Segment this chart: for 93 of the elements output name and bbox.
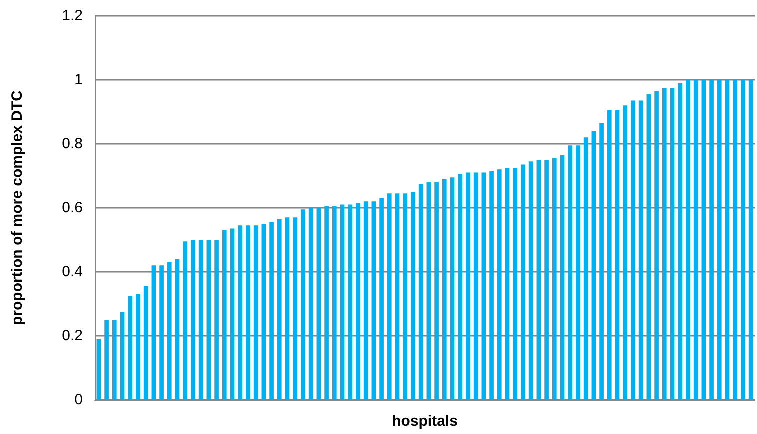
bar — [638, 100, 644, 400]
bar — [623, 106, 628, 400]
bar — [96, 339, 102, 400]
bar — [528, 162, 534, 400]
bar — [670, 88, 675, 400]
bar — [646, 94, 652, 400]
bar — [191, 240, 196, 400]
bar — [710, 80, 714, 400]
bar — [128, 296, 133, 400]
bar — [584, 138, 588, 400]
bar — [144, 286, 148, 400]
bar — [678, 83, 683, 400]
bar — [277, 219, 282, 400]
bar — [270, 222, 274, 400]
bar — [568, 146, 573, 400]
bar — [152, 266, 156, 400]
bar — [395, 194, 400, 400]
bar — [183, 242, 188, 400]
bar — [592, 131, 596, 400]
bar — [607, 110, 612, 400]
bar — [136, 294, 140, 400]
y-tick-label: 0.4 — [62, 264, 83, 280]
bar — [694, 80, 698, 400]
bar — [230, 228, 235, 400]
bar — [615, 110, 620, 400]
bar — [198, 240, 204, 400]
bar — [474, 172, 478, 400]
bar — [308, 208, 314, 400]
bar — [576, 146, 580, 400]
bar — [654, 91, 659, 400]
bar — [521, 164, 526, 400]
y-axis-title: proportion of more complex DTC — [9, 90, 26, 326]
bar — [513, 168, 518, 400]
bar — [686, 80, 690, 400]
bar — [662, 88, 667, 400]
bar — [332, 206, 337, 400]
y-tick-label: 0.6 — [62, 200, 83, 216]
bar — [324, 206, 329, 400]
bar — [450, 178, 455, 400]
bar — [458, 174, 463, 400]
bar — [600, 123, 604, 400]
bar — [254, 226, 258, 400]
bar — [717, 80, 722, 400]
bar — [497, 170, 502, 400]
y-tick-label: 1 — [74, 72, 83, 88]
bar — [175, 259, 180, 400]
bar — [222, 230, 227, 400]
bar — [348, 204, 353, 400]
bar — [702, 80, 706, 400]
y-tick-label: 0 — [74, 392, 83, 408]
bar — [387, 194, 392, 400]
bar — [434, 182, 439, 400]
bar — [631, 100, 636, 400]
bar — [560, 155, 565, 400]
bar — [301, 210, 306, 400]
bar — [380, 198, 384, 400]
bar — [364, 202, 368, 400]
bar — [490, 171, 494, 400]
bar — [505, 168, 510, 400]
bar — [482, 172, 486, 400]
bar — [552, 158, 557, 400]
bar — [741, 80, 746, 400]
bar — [262, 224, 266, 400]
bar — [403, 194, 408, 400]
bar — [214, 240, 219, 400]
y-tick-label: 1.2 — [62, 8, 83, 24]
bar — [167, 262, 172, 400]
y-tick-label: 0.2 — [62, 328, 83, 344]
bar — [316, 208, 322, 400]
bar — [238, 226, 243, 400]
bar — [426, 182, 432, 400]
bar — [206, 240, 212, 400]
bar — [104, 320, 109, 400]
bar — [356, 203, 360, 400]
bar — [748, 80, 754, 400]
bar — [246, 226, 250, 400]
bar — [112, 320, 117, 400]
bar — [160, 266, 164, 400]
bar — [733, 80, 738, 400]
bar — [120, 312, 125, 400]
bar — [340, 204, 345, 400]
bar — [293, 218, 298, 400]
bar — [442, 179, 447, 400]
bar — [544, 160, 549, 400]
bar — [285, 218, 290, 400]
x-axis-title: hospitals — [392, 413, 458, 430]
bar — [536, 160, 542, 400]
bar — [372, 202, 376, 400]
bar — [466, 172, 470, 400]
bar — [411, 192, 416, 400]
bar — [725, 80, 730, 400]
bar — [418, 184, 424, 400]
y-tick-label: 0.8 — [62, 136, 83, 152]
